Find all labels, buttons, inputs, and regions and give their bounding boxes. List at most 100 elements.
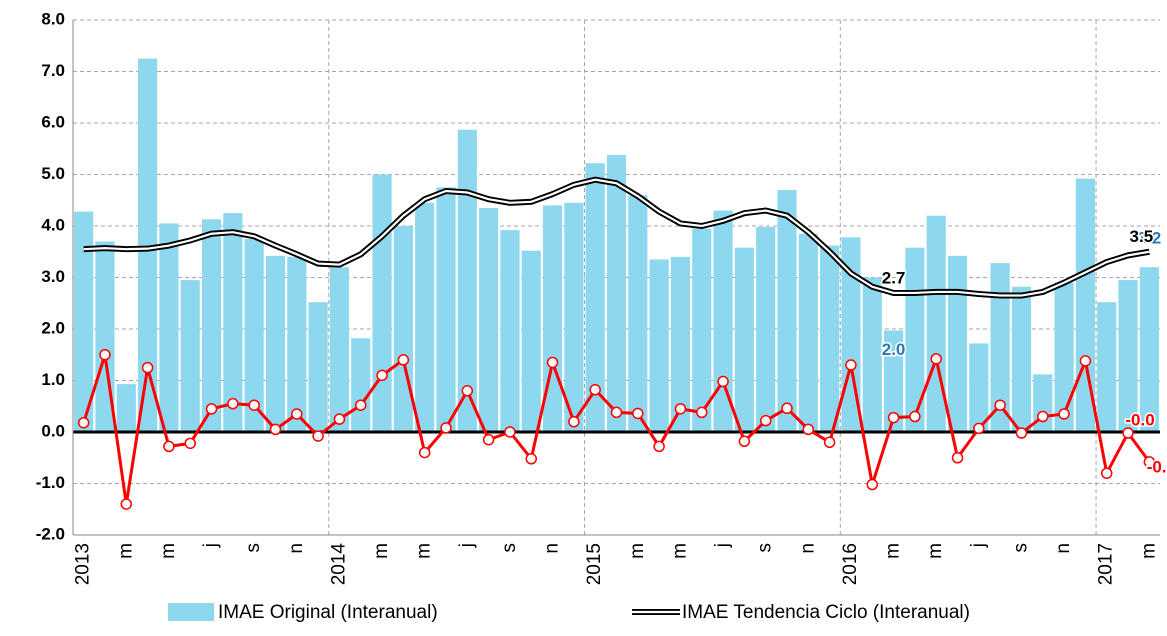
x-tick-label: 2015 [584, 543, 605, 585]
bar [74, 211, 94, 432]
difference-marker [802, 423, 815, 436]
x-tick-label: n [542, 543, 563, 554]
bar [521, 250, 541, 432]
x-tick-label: n [1053, 543, 1074, 554]
bar [820, 245, 840, 432]
bar [692, 228, 712, 432]
x-tick-label: m [925, 543, 946, 559]
difference-marker [909, 410, 921, 423]
difference-marker [1122, 427, 1134, 439]
difference-marker [99, 349, 111, 361]
difference-marker [951, 452, 964, 464]
legend-label: IMAE Tendencia Ciclo (Interanual) [682, 602, 970, 623]
bar [734, 247, 754, 432]
difference-marker [504, 426, 516, 438]
difference-marker [312, 430, 324, 442]
difference-marker [994, 399, 1006, 411]
data-label: 2.7 [882, 268, 906, 287]
bar [500, 230, 520, 432]
bar [479, 207, 499, 432]
x-tick-label: m [1138, 543, 1159, 559]
y-tick-label: 3.0 [41, 267, 65, 286]
bar [372, 174, 392, 432]
bar [436, 187, 456, 432]
x-tick-label: m [115, 543, 136, 559]
difference-marker [461, 385, 474, 397]
data-label: 3.5 [1130, 227, 1154, 246]
bar [159, 223, 179, 432]
difference-marker [738, 435, 751, 448]
bar [329, 267, 350, 432]
difference-marker [1143, 456, 1156, 468]
difference-marker [163, 440, 175, 453]
bar [1075, 178, 1095, 432]
difference-marker [887, 411, 900, 424]
legend-label: IMAE Original (Interanual) [218, 602, 438, 623]
difference-marker [1079, 355, 1092, 367]
bar [287, 256, 307, 432]
bar [351, 338, 371, 432]
bar [905, 247, 925, 432]
difference-marker [632, 407, 644, 420]
x-tick-label: j [968, 543, 989, 548]
difference-marker [610, 406, 623, 419]
bar [1054, 282, 1074, 432]
difference-marker [205, 403, 218, 415]
y-tick-label: 1.0 [41, 370, 65, 389]
bar [244, 238, 264, 432]
legend-swatch [168, 603, 214, 621]
x-tick-label: j [456, 543, 477, 548]
bar [564, 202, 584, 432]
data-label: 3.2 [1138, 229, 1162, 248]
x-tick-label: s [1010, 543, 1031, 553]
x-tick-label: n [797, 543, 818, 554]
x-tick-label: m [883, 543, 904, 559]
bar [798, 233, 818, 432]
difference-marker [781, 402, 793, 415]
x-tick-label: 2017 [1096, 543, 1117, 585]
difference-marker [866, 478, 879, 491]
y-tick-label: 8.0 [41, 9, 65, 28]
difference-marker [845, 359, 857, 371]
x-tick-label: m [158, 543, 179, 559]
y-tick-label: 7.0 [41, 61, 65, 80]
difference-marker [269, 423, 282, 436]
bar [777, 189, 797, 432]
x-tick-label: 2014 [328, 543, 349, 586]
difference-marker [589, 384, 601, 396]
y-tick-label: -2.0 [36, 524, 65, 543]
difference-marker [546, 356, 559, 369]
y-tick-label: 6.0 [41, 112, 65, 131]
bar [1097, 302, 1117, 432]
bar [138, 58, 158, 432]
bar [457, 129, 477, 432]
difference-marker [759, 414, 772, 427]
difference-marker [1037, 410, 1049, 423]
data-label: -0.0 [1125, 411, 1154, 430]
y-tick-label: 0.0 [41, 421, 65, 440]
bar [862, 277, 882, 432]
bar [969, 343, 989, 432]
bar [883, 330, 904, 432]
difference-marker [440, 422, 452, 434]
difference-marker [418, 446, 431, 459]
difference-marker [696, 406, 708, 419]
y-tick-label: -1.0 [36, 473, 65, 492]
trend-line-inner [83, 178, 1150, 297]
bar [201, 219, 222, 432]
bar [947, 255, 968, 432]
x-tick-label: n [286, 543, 307, 554]
x-tick-label: j [201, 543, 222, 548]
bar [628, 195, 648, 432]
bar [926, 215, 946, 432]
difference-marker [120, 498, 133, 510]
difference-marker [653, 440, 665, 453]
difference-marker [77, 416, 90, 429]
x-tick-label: m [371, 543, 392, 559]
difference-marker [930, 353, 942, 365]
bar [585, 163, 605, 433]
bar [649, 259, 669, 432]
x-tick-label: 2016 [840, 543, 861, 585]
difference-marker [1058, 408, 1070, 420]
difference-marker [674, 403, 687, 415]
